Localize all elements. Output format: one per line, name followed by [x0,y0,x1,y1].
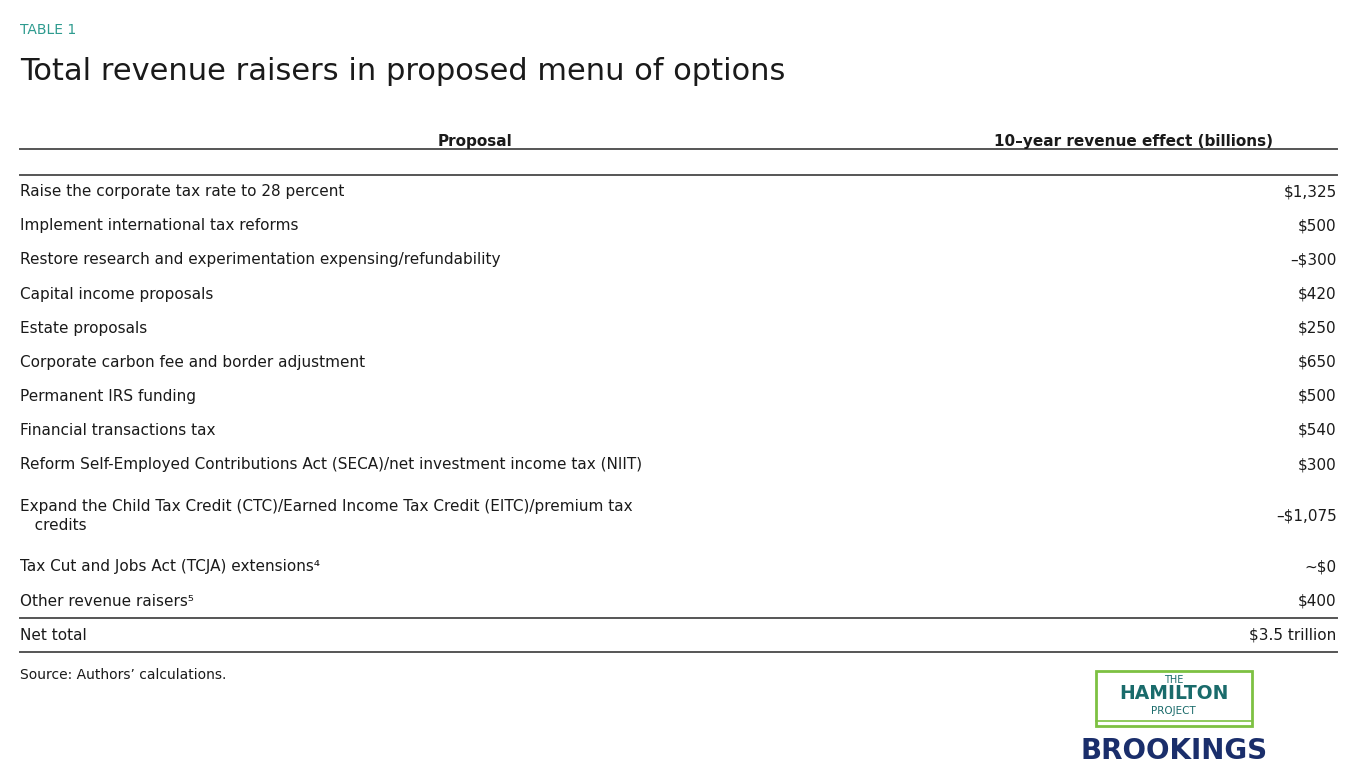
Text: TABLE 1: TABLE 1 [20,23,76,37]
Text: THE: THE [1164,675,1183,685]
Text: $300: $300 [1297,457,1337,472]
Text: BROOKINGS: BROOKINGS [1080,737,1267,764]
Text: $1,325: $1,325 [1284,184,1337,199]
Text: Capital income proposals: Capital income proposals [20,286,214,302]
Text: $250: $250 [1299,320,1337,336]
Text: Permanent IRS funding: Permanent IRS funding [20,389,197,404]
Text: $500: $500 [1299,389,1337,404]
Text: Total revenue raisers in proposed menu of options: Total revenue raisers in proposed menu o… [20,58,786,87]
Text: Restore research and experimentation expensing/refundability: Restore research and experimentation exp… [20,253,501,267]
Text: Reform Self-Employed Contributions Act (SECA)/net investment income tax (NIIT): Reform Self-Employed Contributions Act (… [20,457,642,472]
Text: Corporate carbon fee and border adjustment: Corporate carbon fee and border adjustme… [20,355,365,369]
Text: HAMILTON: HAMILTON [1120,684,1228,703]
Text: Other revenue raisers⁵: Other revenue raisers⁵ [20,594,194,608]
Text: PROJECT: PROJECT [1152,707,1196,717]
Text: Expand the Child Tax Credit (CTC)/Earned Income Tax Credit (EITC)/premium tax
  : Expand the Child Tax Credit (CTC)/Earned… [20,498,632,533]
Text: –$1,075: –$1,075 [1276,508,1337,523]
Text: Source: Authors’ calculations.: Source: Authors’ calculations. [20,667,227,681]
Text: $420: $420 [1299,286,1337,302]
Text: –$300: –$300 [1291,253,1337,267]
Text: $400: $400 [1299,594,1337,608]
Text: Estate proposals: Estate proposals [20,320,148,336]
Text: ~$0: ~$0 [1304,559,1337,574]
Text: $650: $650 [1297,355,1337,369]
Text: Net total: Net total [20,627,87,643]
Text: $500: $500 [1299,218,1337,233]
Text: Financial transactions tax: Financial transactions tax [20,423,216,438]
Text: Tax Cut and Jobs Act (TCJA) extensions⁴: Tax Cut and Jobs Act (TCJA) extensions⁴ [20,559,320,574]
Text: Proposal: Proposal [437,134,513,149]
Text: Raise the corporate tax rate to 28 percent: Raise the corporate tax rate to 28 perce… [20,184,345,199]
Text: $3.5 trillion: $3.5 trillion [1250,627,1337,643]
Text: 10–year revenue effect (billions): 10–year revenue effect (billions) [993,134,1273,149]
Text: $540: $540 [1299,423,1337,438]
Text: Implement international tax reforms: Implement international tax reforms [20,218,299,233]
